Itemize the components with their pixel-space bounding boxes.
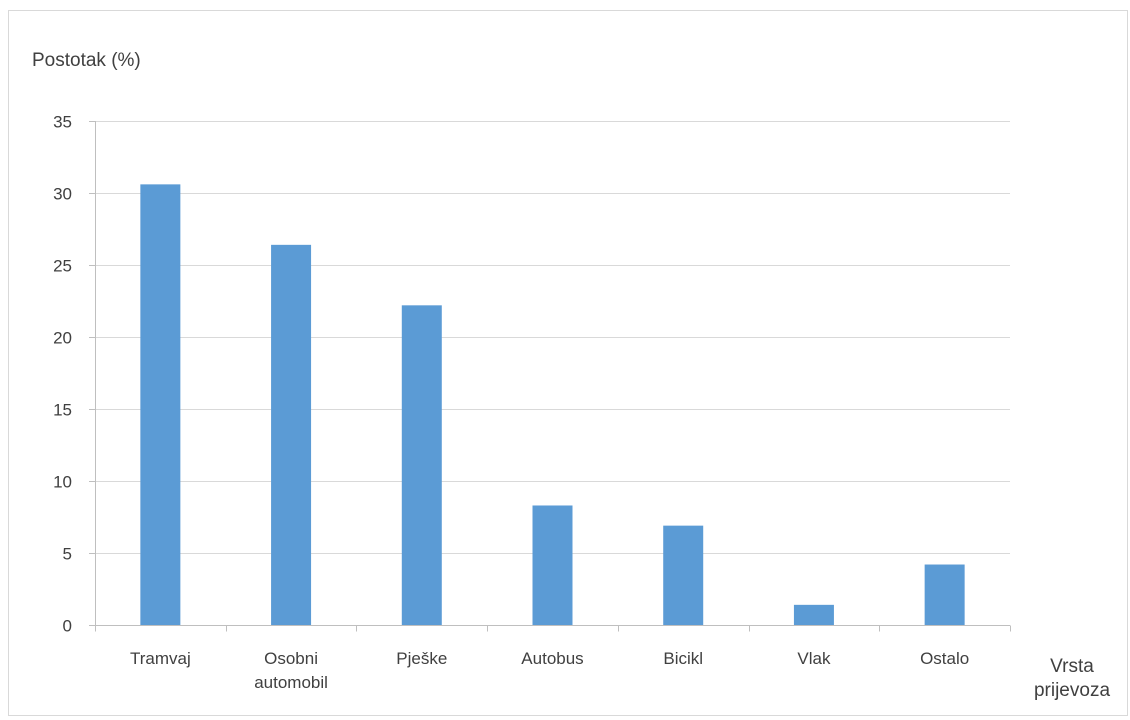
axes — [95, 121, 1011, 632]
x-axis-title: Vrsta prijevoza — [1034, 656, 1110, 701]
x-tick-label: Pješke — [396, 649, 447, 668]
x-tick-label-line: Bicikl — [663, 649, 703, 668]
bar — [532, 505, 573, 625]
x-tick-label-line: Ostalo — [920, 649, 969, 668]
x-tick-label: Tramvaj — [130, 649, 191, 668]
y-tick-label: 30 — [53, 185, 72, 204]
bar — [793, 604, 834, 625]
bar — [401, 305, 442, 625]
x-tick-label-line: Tramvaj — [130, 649, 191, 668]
y-tick-label: 25 — [53, 257, 72, 276]
bar — [140, 184, 181, 626]
x-tick-label-line: automobil — [254, 673, 328, 692]
x-tick-labels: Tramvaj Osobni automobil Pješke Autobus Bicik… — [130, 649, 969, 692]
y-tick-label: 0 — [63, 617, 72, 636]
y-axis-title: Postotak (%) — [32, 50, 141, 71]
y-tick-label: 15 — [53, 401, 72, 420]
bar — [924, 564, 965, 625]
grid-lines — [89, 121, 1010, 626]
x-tick-label-line: Osobni — [264, 649, 318, 668]
y-tick-labels: 0 5 10 15 20 25 30 35 — [53, 113, 72, 636]
x-tick-label: Osobni automobil — [254, 649, 328, 692]
x-tick-label: Autobus — [521, 649, 583, 668]
x-tick-label: Bicikl — [663, 649, 703, 668]
x-tick-label-line: Vlak — [797, 649, 831, 668]
bars — [140, 184, 965, 626]
y-tick-label: 20 — [53, 329, 72, 348]
x-axis-title-line: prijevoza — [1034, 680, 1110, 701]
y-tick-label: 35 — [53, 113, 72, 132]
chart-frame — [8, 10, 1128, 716]
bar — [663, 525, 704, 625]
bar — [271, 244, 312, 625]
x-axis-title-line: Vrsta — [1050, 656, 1094, 677]
y-tick-label: 5 — [63, 545, 72, 564]
x-tick-label: Ostalo — [920, 649, 969, 668]
x-tick-label-line: Pješke — [396, 649, 447, 668]
x-tick-label: Vlak — [797, 649, 831, 668]
y-tick-label: 10 — [53, 473, 72, 492]
x-tick-label-line: Autobus — [521, 649, 583, 668]
